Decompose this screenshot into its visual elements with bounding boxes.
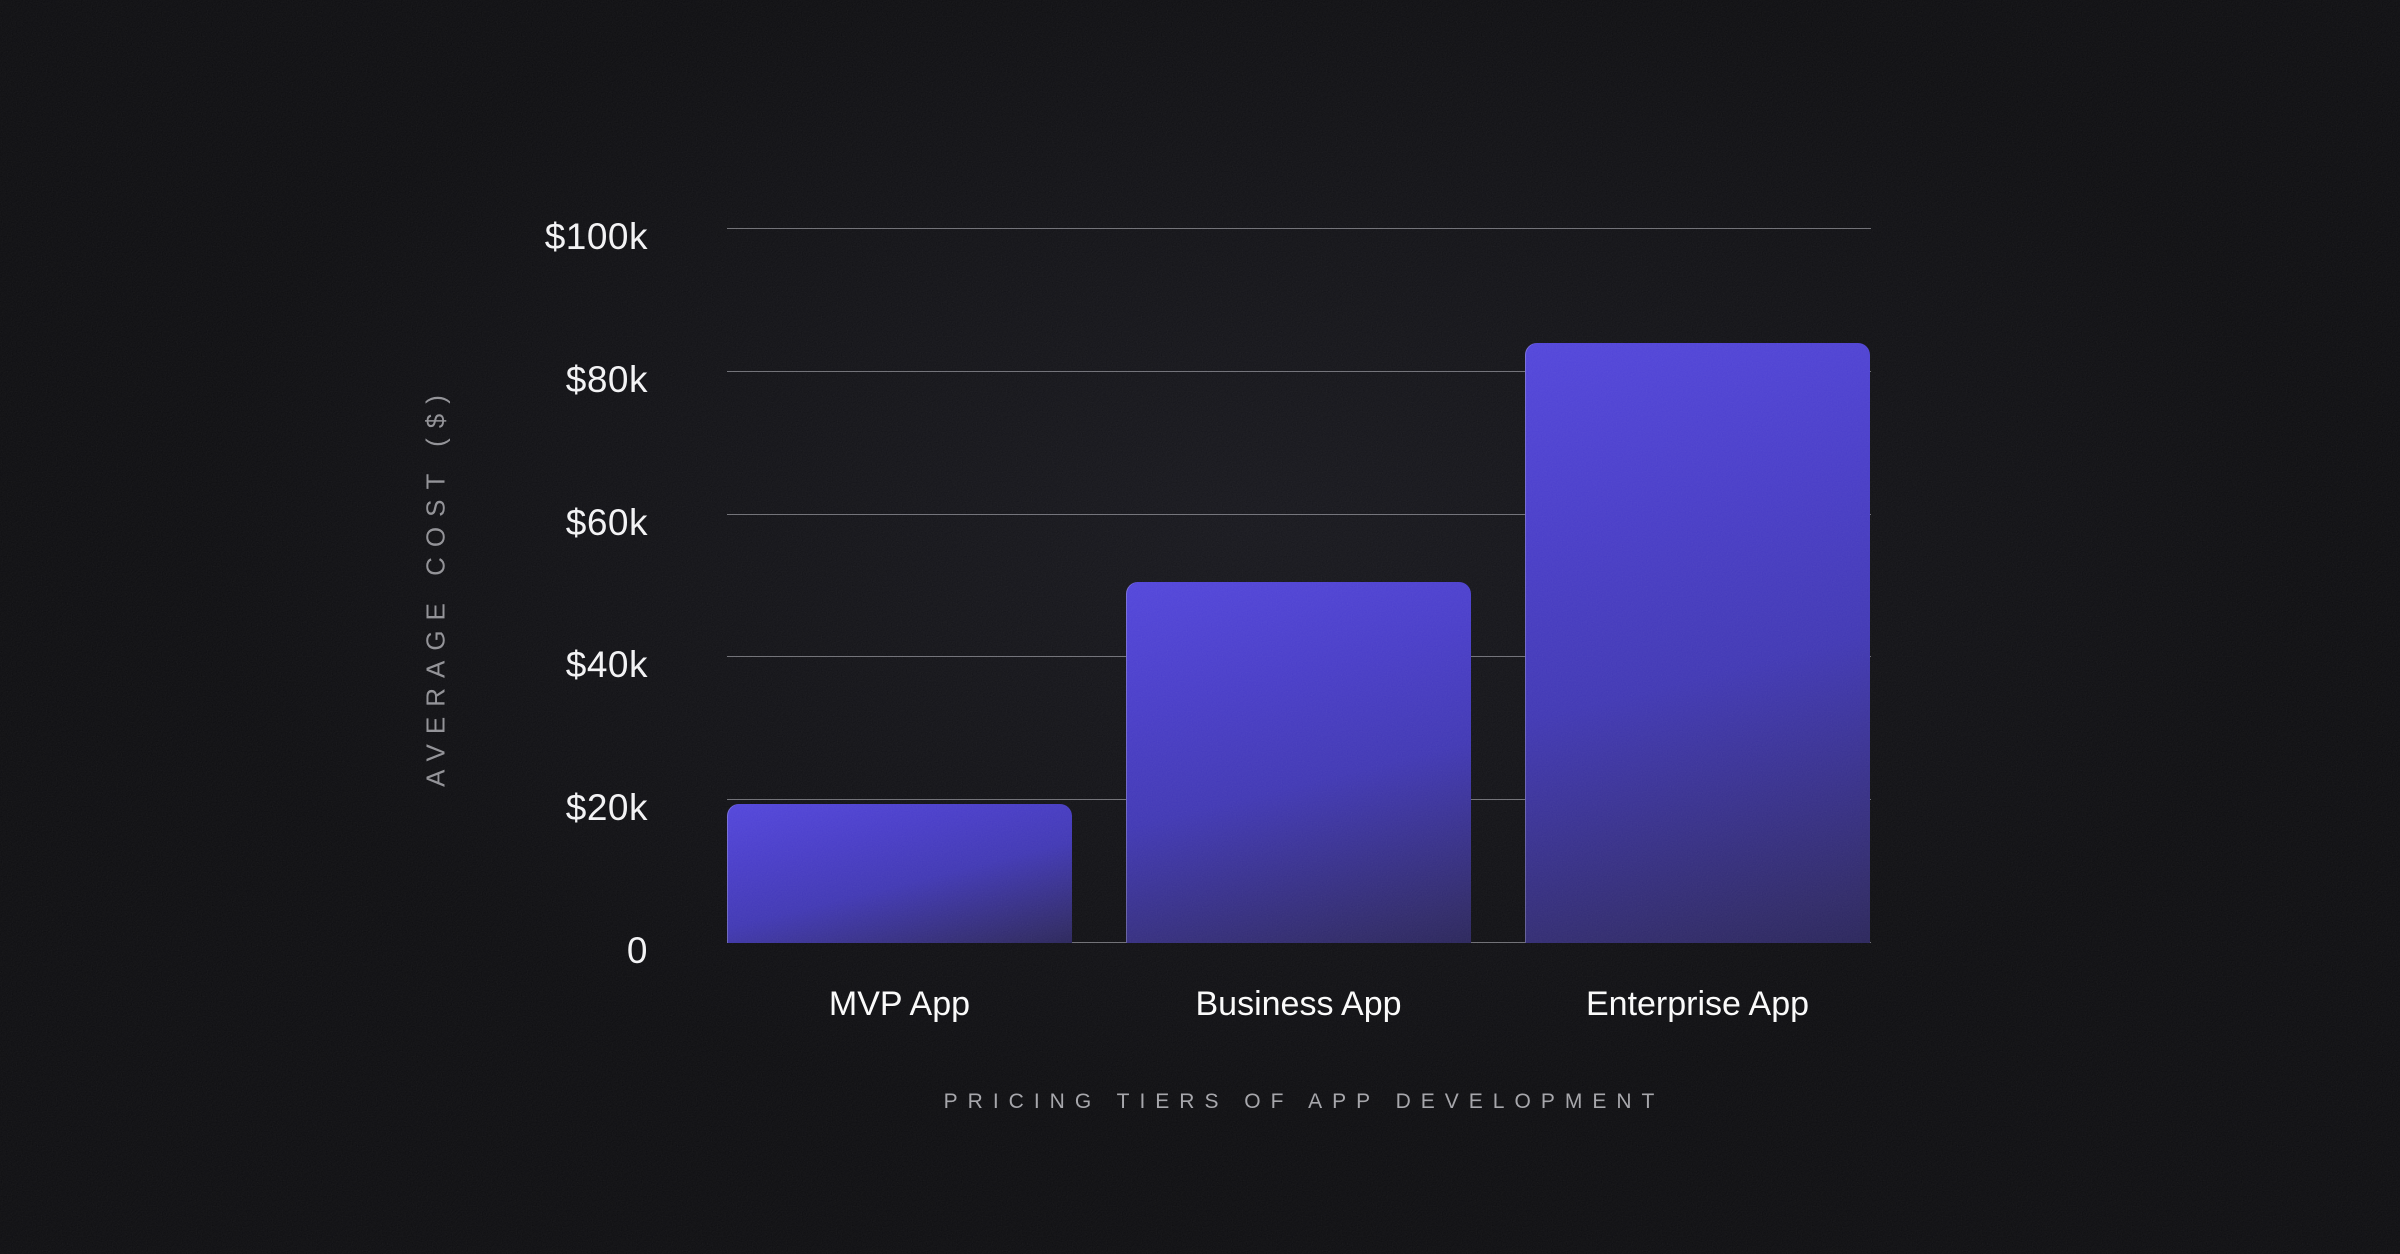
x-axis-labels: MVP App Business App Enterprise App — [727, 984, 1871, 1032]
y-tick-label: 0 — [626, 930, 648, 971]
y-tick-label: $100k — [544, 216, 648, 257]
x-axis-title: PRICING TIERS OF APP DEVELOPMENT — [943, 1090, 1665, 1113]
bar-mvp-app — [727, 803, 1072, 943]
y-tick-label: $40k — [565, 644, 648, 686]
y-tick-label: $20k — [565, 787, 648, 829]
y-tick-label: $80k — [565, 358, 648, 400]
x-category-label: MVP App — [828, 985, 971, 1023]
plot-area — [727, 228, 1871, 943]
bars — [727, 229, 1871, 943]
bar-business-app — [1126, 582, 1471, 943]
x-category-label: Business App — [1195, 985, 1402, 1023]
bar-enterprise-app — [1525, 343, 1870, 943]
y-tick-label: $60k — [565, 501, 648, 543]
x-category-label: Enterprise App — [1585, 985, 1810, 1023]
y-tick-labels: 0 $20k $40k $60k $80k $100k — [0, 216, 648, 971]
